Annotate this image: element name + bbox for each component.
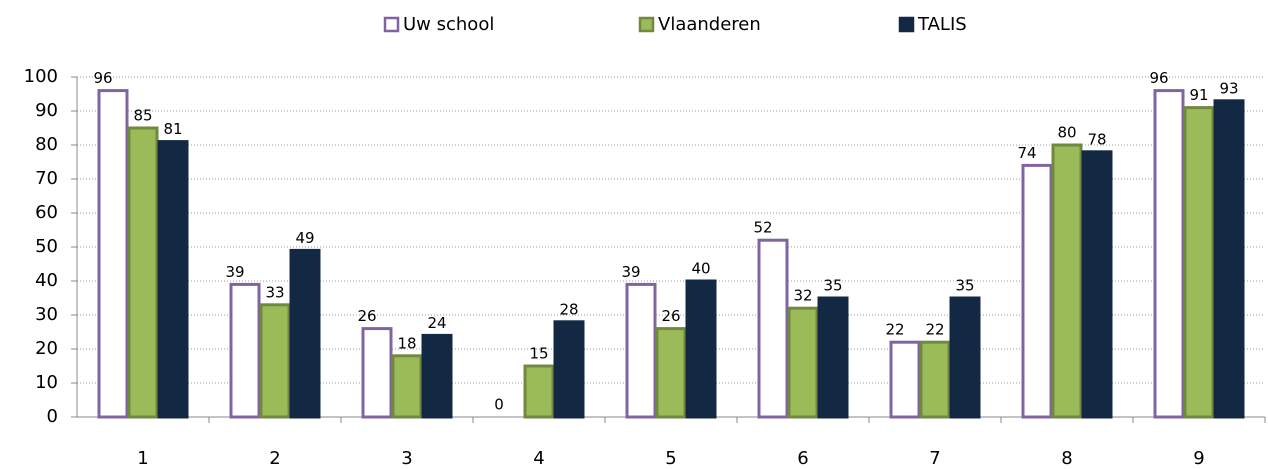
data-label: 40 [691, 260, 710, 278]
y-tick-label: 50 [35, 236, 58, 257]
legend-swatch [898, 16, 915, 33]
data-label: 96 [1149, 69, 1168, 87]
bar [1213, 99, 1245, 419]
data-label: 32 [793, 287, 812, 305]
bar [1153, 89, 1185, 419]
x-tick-label: 9 [1193, 448, 1204, 469]
data-label: 18 [397, 334, 416, 352]
bar [259, 303, 291, 419]
data-label: 22 [885, 321, 904, 339]
data-label: 33 [265, 283, 284, 301]
x-tick-label: 4 [533, 448, 544, 469]
bar [361, 327, 393, 419]
bar [157, 140, 189, 419]
legend-label: Uw school [403, 14, 494, 35]
data-label: 78 [1087, 130, 1106, 148]
bar [421, 333, 453, 419]
bar [919, 340, 951, 419]
y-tick-label: 90 [35, 100, 58, 121]
y-tick-label: 20 [35, 338, 58, 359]
bar [523, 364, 555, 419]
bar [289, 248, 321, 419]
y-tick-label: 30 [35, 304, 58, 325]
bar [1021, 163, 1053, 419]
y-tick-label: 100 [24, 66, 58, 87]
bar [685, 279, 717, 419]
data-label: 80 [1057, 124, 1076, 142]
y-tick-label: 60 [35, 202, 58, 223]
data-label: 39 [225, 263, 244, 281]
data-label: 93 [1219, 79, 1238, 97]
data-label: 49 [295, 229, 314, 247]
data-label: 91 [1189, 86, 1208, 104]
y-tick-label: 70 [35, 168, 58, 189]
y-tick-label: 10 [35, 372, 58, 393]
y-tick-label: 80 [35, 134, 58, 155]
data-label: 96 [93, 69, 112, 87]
x-tick-label: 2 [269, 448, 280, 469]
y-tick-label: 40 [35, 270, 58, 291]
legend-label: Vlaanderen [658, 14, 761, 35]
bar [655, 327, 687, 419]
x-tick-label: 8 [1061, 448, 1072, 469]
bar [757, 238, 789, 419]
data-label: 35 [823, 277, 842, 295]
data-label: 39 [621, 263, 640, 281]
legend-swatch [638, 16, 655, 33]
data-label: 81 [163, 120, 182, 138]
data-label: 26 [357, 307, 376, 325]
bar [817, 296, 849, 419]
y-tick-label: 0 [47, 406, 58, 427]
legend-swatch [383, 16, 400, 33]
bar [1051, 143, 1083, 419]
bar [127, 126, 159, 419]
bar [949, 296, 981, 419]
x-tick-label: 1 [137, 448, 148, 469]
data-label: 74 [1017, 144, 1036, 162]
bar [553, 320, 585, 419]
data-label: 15 [529, 345, 548, 363]
bar [97, 89, 129, 419]
bar [787, 306, 819, 419]
data-label: 35 [955, 277, 974, 295]
legend-label: TALIS [917, 14, 967, 35]
bar [1183, 106, 1215, 419]
data-label: 85 [133, 107, 152, 125]
data-label: 52 [753, 219, 772, 237]
data-label: 26 [661, 307, 680, 325]
bar [625, 282, 657, 419]
bar [1081, 150, 1113, 419]
data-label: 28 [559, 300, 578, 318]
bar [391, 354, 423, 419]
data-label: 0 [494, 396, 504, 414]
x-tick-label: 7 [929, 448, 940, 469]
bar [229, 282, 261, 419]
data-label: 22 [925, 321, 944, 339]
x-tick-label: 5 [665, 448, 676, 469]
x-tick-label: 6 [797, 448, 808, 469]
bar [889, 340, 921, 419]
x-tick-label: 3 [401, 448, 412, 469]
data-label: 24 [427, 314, 446, 332]
